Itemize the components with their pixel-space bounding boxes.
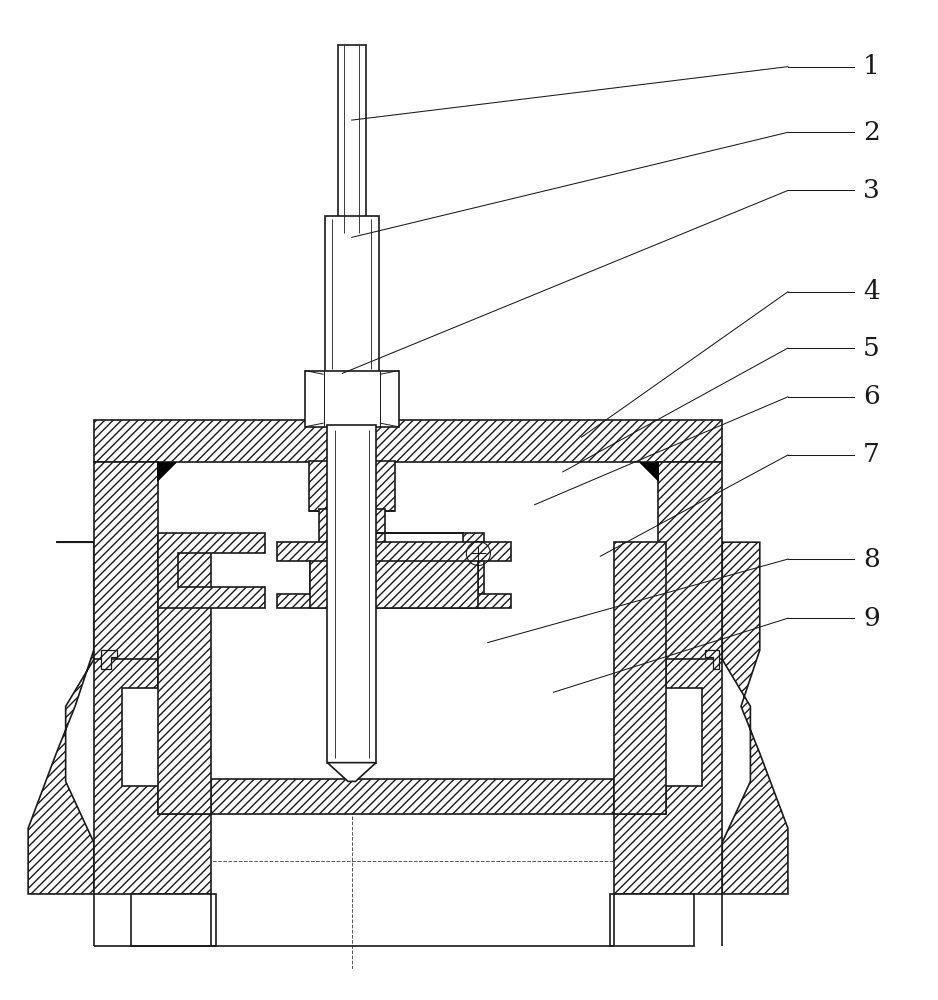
Polygon shape xyxy=(705,650,719,669)
Polygon shape xyxy=(614,542,666,814)
Text: 5: 5 xyxy=(863,336,880,361)
Text: 6: 6 xyxy=(863,384,880,409)
Text: 3: 3 xyxy=(863,178,880,203)
Polygon shape xyxy=(158,462,176,481)
Polygon shape xyxy=(101,650,117,669)
Text: 8: 8 xyxy=(863,547,880,572)
Text: 7: 7 xyxy=(863,442,880,467)
Bar xyxy=(211,779,614,814)
Polygon shape xyxy=(640,462,658,481)
Bar xyxy=(319,509,385,545)
Bar xyxy=(325,216,379,373)
Bar xyxy=(610,894,694,946)
Bar xyxy=(94,420,722,462)
Polygon shape xyxy=(614,542,722,894)
Bar xyxy=(338,45,366,233)
Text: 9: 9 xyxy=(863,606,880,631)
Polygon shape xyxy=(158,533,265,608)
Text: 4: 4 xyxy=(863,279,880,304)
Bar xyxy=(658,462,722,659)
Polygon shape xyxy=(327,763,376,781)
Text: 2: 2 xyxy=(863,120,880,145)
Bar xyxy=(309,461,395,511)
Polygon shape xyxy=(722,542,788,894)
Polygon shape xyxy=(28,542,94,894)
Text: 1: 1 xyxy=(863,54,880,79)
Bar xyxy=(131,894,216,946)
Polygon shape xyxy=(277,542,511,608)
Bar xyxy=(94,462,158,659)
Bar xyxy=(310,561,478,608)
Polygon shape xyxy=(94,542,211,894)
Polygon shape xyxy=(158,542,211,814)
Polygon shape xyxy=(376,533,484,608)
Bar xyxy=(327,425,376,763)
Bar xyxy=(305,371,399,427)
